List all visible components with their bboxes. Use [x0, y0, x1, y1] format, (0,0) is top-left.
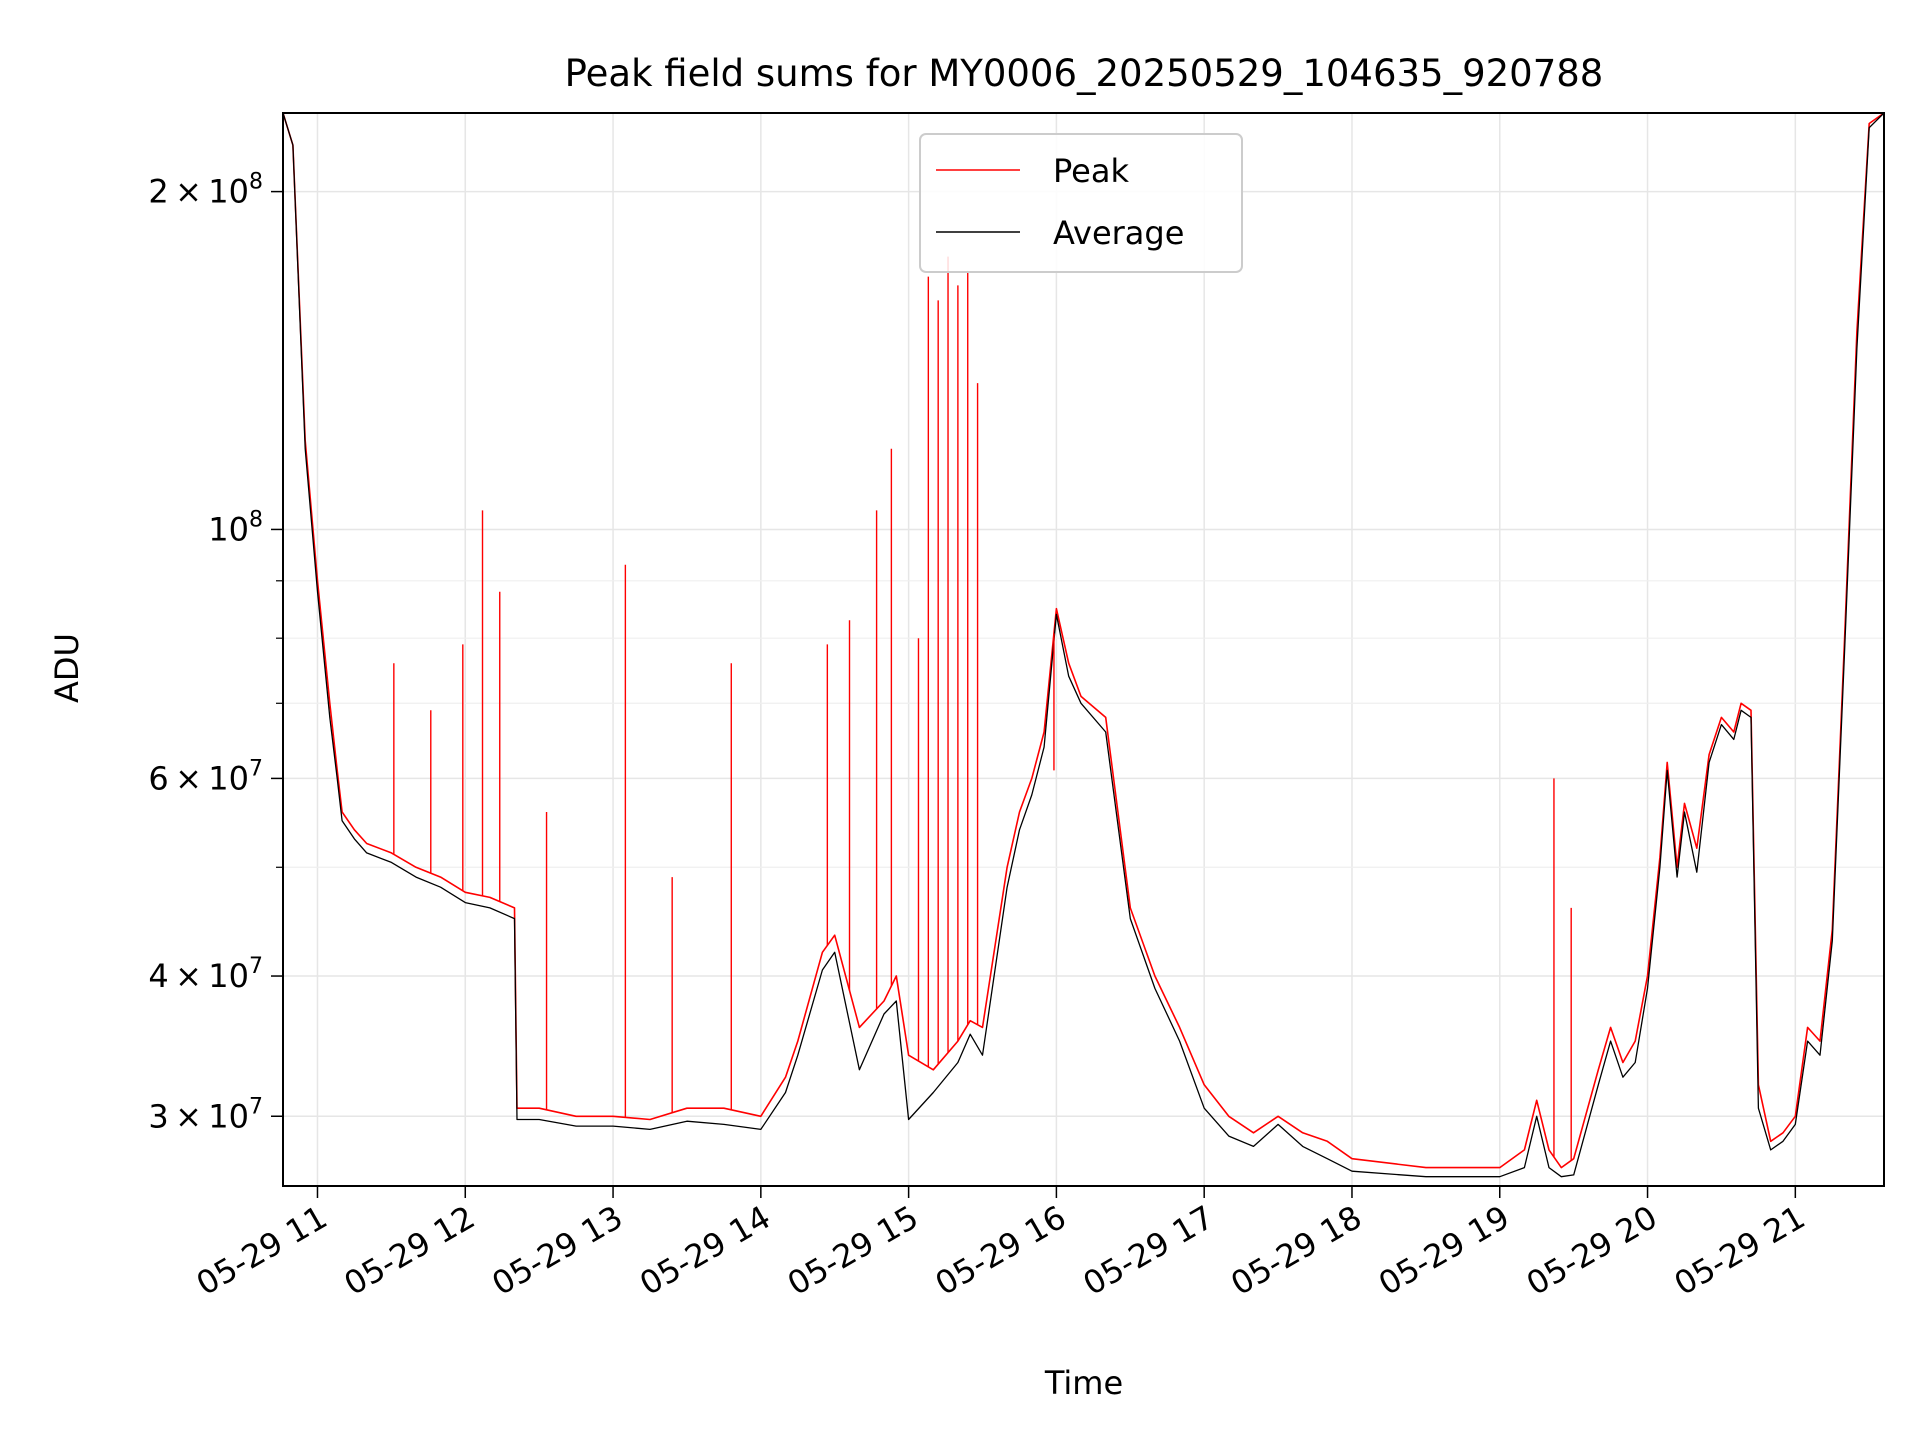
- x-tick-label: 05-29 11: [190, 1198, 334, 1303]
- x-tick-label: 05-29 13: [485, 1198, 629, 1303]
- x-tick-label: 05-29 12: [338, 1198, 482, 1303]
- plot-frame: [282, 112, 1885, 1187]
- legend: Peak Average: [919, 133, 1243, 273]
- y-tick-label: 108: [208, 507, 263, 548]
- x-tick-label: 05-29 15: [781, 1198, 925, 1303]
- x-axis-label: Time: [1044, 1364, 1123, 1402]
- x-tick-label: 05-29 20: [1520, 1198, 1664, 1303]
- y-tick-label: 4 × 107: [148, 954, 263, 995]
- chart-title: Peak field sums for MY0006_20250529_1046…: [565, 52, 1604, 95]
- y-axis: 3 × 107 4 × 107 6 × 107 108 2 × 108: [148, 170, 283, 1135]
- x-axis: 05-29 11 05-29 12 05-29 13 05-29 14 05-29 15…: [190, 1186, 1811, 1303]
- grid-layer: [283, 113, 1884, 1186]
- x-tick-label: 05-29 18: [1224, 1198, 1368, 1303]
- y-axis-label: ADU: [48, 633, 86, 703]
- x-tick-label: 05-29 19: [1372, 1198, 1516, 1303]
- legend-label-peak: Peak: [1053, 152, 1129, 190]
- y-tick-label: 3 × 107: [148, 1094, 263, 1135]
- y-tick-label: 2 × 108: [148, 170, 263, 211]
- x-tick-label: 05-29 14: [633, 1198, 777, 1303]
- legend-label-average: Average: [1053, 214, 1184, 252]
- x-tick-label: 05-29 16: [929, 1198, 1073, 1303]
- y-tick-label: 6 × 107: [148, 756, 263, 797]
- series-layer: [282, 112, 1885, 1178]
- series-line-average: [282, 112, 1885, 1178]
- x-tick-label: 05-29 17: [1077, 1198, 1221, 1303]
- legend-box: [919, 133, 1243, 273]
- x-tick-label: 05-29 21: [1668, 1198, 1812, 1303]
